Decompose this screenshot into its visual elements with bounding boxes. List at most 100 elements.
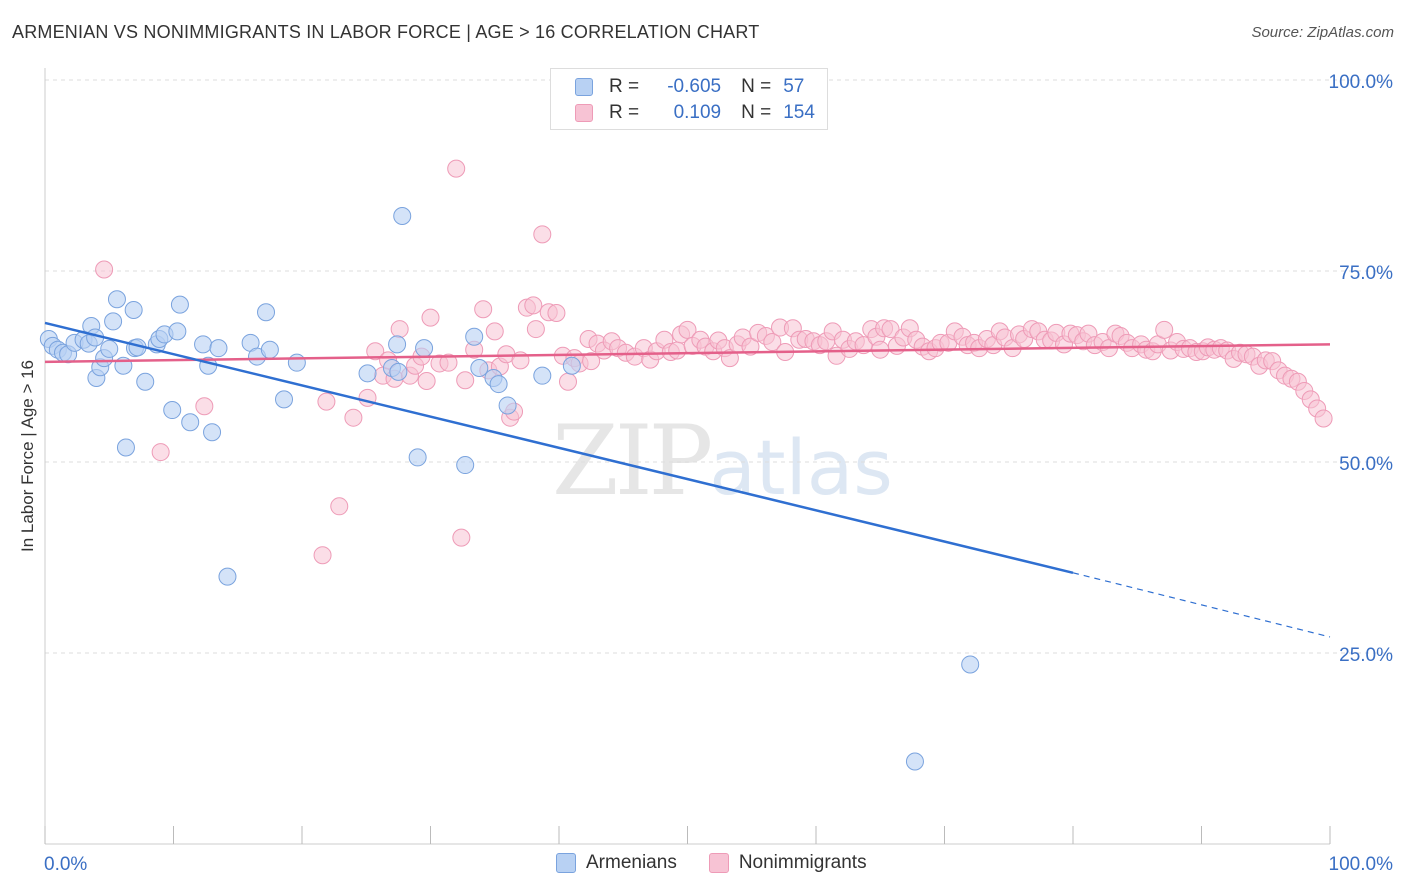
armenians-point (260, 340, 279, 359)
armenians-point (203, 423, 222, 442)
legend-r-value: 0.109 (673, 102, 722, 123)
y-tick-label: 50.0% (1339, 454, 1393, 475)
armenians-points (39, 206, 980, 771)
nonimmigrants-point (558, 372, 577, 391)
nonimmigrants-point (456, 371, 475, 390)
armenians-swatch (556, 853, 576, 873)
nonimmigrants-point (1155, 320, 1174, 339)
nonimmigrants-point (526, 320, 545, 339)
nonimmigrants-points (95, 159, 1333, 565)
y-tick-label: 75.0% (1339, 263, 1393, 284)
nonimmigrants-point (452, 528, 471, 547)
armenians-point (170, 295, 189, 314)
armenians-point (415, 339, 434, 358)
nonimmigrants-point (421, 308, 440, 327)
nonimmigrants-point (524, 296, 543, 315)
legend-r-value: -0.605 (667, 76, 722, 97)
armenians-point (163, 401, 182, 420)
armenians-swatch (575, 78, 593, 96)
nonimmigrants-point (447, 159, 466, 178)
nonimmigrants-point (417, 372, 436, 391)
legend-r-label: R = (609, 76, 640, 97)
legend-label-armenians: Armenians (586, 852, 677, 873)
trend-lines (44, 321, 1331, 638)
armenians-point (408, 448, 427, 467)
nonimmigrants-point (313, 546, 332, 565)
armenians-point (489, 375, 508, 394)
nonimmigrants-point (317, 392, 336, 411)
legend-r-label: R = (609, 102, 640, 123)
x-tick-label: 100.0% (1329, 854, 1394, 875)
armenians-point (533, 366, 552, 385)
legend-n-label: N = (741, 76, 772, 97)
armenians-trend-line (44, 321, 1074, 574)
legend-n-value: 154 (783, 102, 815, 123)
nonimmigrants-point (151, 443, 170, 462)
armenians-point (905, 752, 924, 771)
nonimmigrants-point (1314, 409, 1333, 428)
nonimmigrants-point (95, 260, 114, 279)
tick-labels: 25.0% 50.0% 75.0% 100.0% 0.0% 100.0% (44, 72, 1393, 875)
armenians-point (456, 456, 475, 475)
nonimmigrants-point (881, 320, 900, 339)
nonimmigrants-point (741, 337, 760, 356)
y-tick-label: 100.0% (1329, 72, 1394, 93)
nonimmigrants-point (668, 341, 687, 360)
legend-label-nonimmigrants: Nonimmigrants (738, 852, 867, 873)
nonimmigrants-point (533, 225, 552, 244)
armenians-point (961, 655, 980, 674)
nonimmigrants-point (474, 300, 493, 319)
armenians-point (116, 438, 135, 457)
watermark: ZIPatlas (552, 405, 893, 517)
armenians-point (393, 206, 412, 225)
nonimmigrants-point (344, 408, 363, 427)
nonimmigrants-point (390, 320, 409, 339)
nonimmigrants-point (678, 320, 697, 339)
nonimmigrants-point (763, 333, 782, 352)
armenians-point (388, 335, 407, 354)
y-tick-label: 25.0% (1339, 645, 1393, 666)
armenians-point (104, 312, 123, 331)
legend-n-label: N = (741, 102, 772, 123)
x-tick-label: 0.0% (44, 854, 87, 875)
nonimmigrants-swatch (708, 853, 729, 873)
armenians-point (194, 335, 213, 354)
legend-item-armenians: Armenians (556, 852, 677, 874)
legend-row-nonimmigrants: R = 0.109 N = 154 (575, 101, 815, 125)
legend-n-value: 57 (783, 76, 805, 97)
armenians-point (465, 327, 484, 346)
y-axis-label: In Labor Force | Age > 16 (18, 359, 37, 553)
series-legend: Armenians Nonimmigrants (556, 852, 899, 874)
legend-row-armenians: R = -0.605 N = 57 (575, 75, 804, 99)
armenians-point (136, 372, 155, 391)
nonimmigrants-point (854, 336, 873, 355)
armenians-point (498, 396, 517, 415)
nonimmigrants-point (547, 304, 566, 323)
watermark-zip: ZIP (552, 405, 713, 517)
nonimmigrants-point (195, 397, 214, 416)
axes (44, 68, 1331, 845)
armenians-point (107, 290, 126, 309)
armenians-point (209, 339, 228, 358)
nonimmigrants-point (439, 353, 458, 372)
armenians-point (562, 356, 581, 375)
armenians-point (168, 322, 187, 341)
correlation-legend: R = -0.605 N = 57 R = 0.109 N = 154 (550, 68, 828, 130)
armenians-point (100, 339, 119, 358)
watermark-atlas: atlas (709, 423, 893, 512)
nonimmigrants-point (366, 342, 385, 361)
nonimmigrants-point (330, 497, 349, 516)
nonimmigrants-point (485, 322, 504, 341)
armenians-point (181, 413, 200, 432)
armenians-point (358, 364, 377, 383)
armenians-point (389, 362, 408, 381)
legend-item-nonimmigrants: Nonimmigrants (708, 852, 867, 874)
armenians-point (218, 567, 237, 586)
armenians-trend-extension (1072, 572, 1331, 638)
armenians-point (470, 359, 489, 378)
nonimmigrants-point (582, 352, 601, 371)
nonimmigrants-trend-line (44, 343, 1331, 364)
armenians-point (287, 353, 306, 372)
armenians-point (124, 300, 143, 319)
